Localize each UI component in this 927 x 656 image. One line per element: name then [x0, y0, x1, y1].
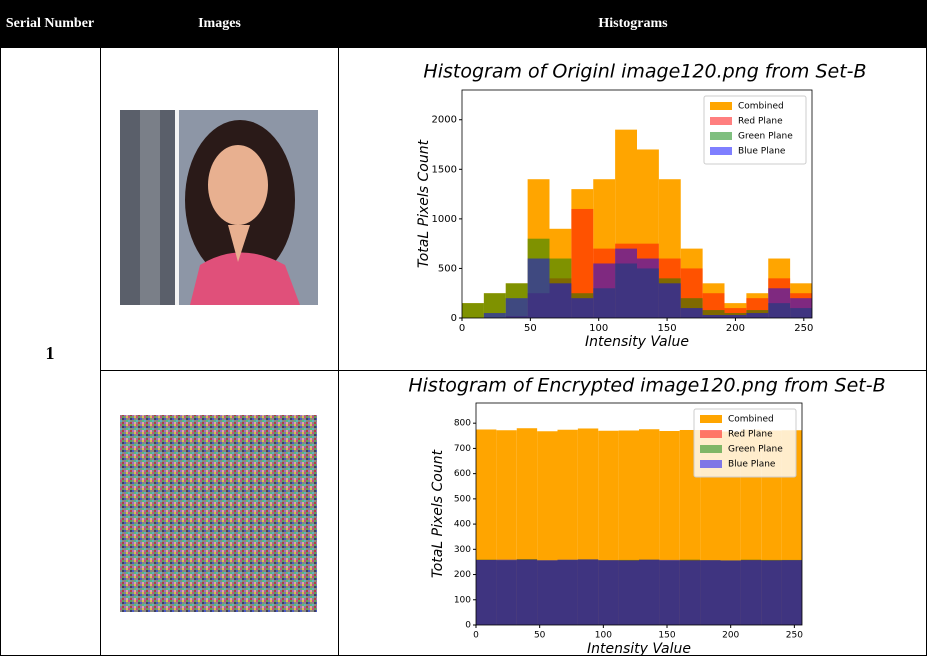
- x-tick-label: 250: [786, 631, 803, 641]
- histogram-bar: [506, 298, 528, 318]
- histogram-bar: [725, 315, 747, 318]
- legend-label: Combined: [738, 102, 784, 112]
- legend-swatch: [710, 117, 732, 125]
- histogram-bar: [517, 560, 537, 625]
- histogram-bar: [598, 560, 618, 625]
- histogram-bar: [578, 559, 598, 625]
- legend-swatch: [700, 430, 722, 438]
- histogram-bar: [476, 560, 496, 625]
- header-histograms: Histograms: [339, 0, 927, 48]
- y-axis-label: TotaL Pixels Count: [416, 139, 432, 268]
- histogram-bar: [496, 560, 516, 625]
- legend-swatch: [700, 445, 722, 453]
- legend-swatch: [710, 147, 732, 155]
- histogram-bar: [746, 313, 768, 318]
- x-tick-label: 50: [524, 323, 537, 334]
- header-serial: Serial Number: [0, 0, 100, 48]
- y-tick-label: 600: [454, 469, 471, 479]
- header-images: Images: [101, 0, 338, 48]
- x-tick-label: 150: [658, 323, 677, 334]
- encrypted-image: [120, 415, 317, 612]
- histogram-bar: [700, 560, 720, 625]
- legend-label: Red Plane: [728, 430, 773, 440]
- x-tick-label: 200: [722, 631, 739, 641]
- legend-swatch: [700, 415, 722, 423]
- x-axis-label: Intensity Value: [585, 334, 689, 350]
- y-tick-label: 2000: [432, 115, 457, 126]
- y-tick-label: 400: [454, 520, 471, 530]
- histogram-bar: [681, 308, 703, 318]
- legend-swatch: [700, 460, 722, 468]
- series: [476, 559, 802, 625]
- x-tick-label: 150: [658, 631, 675, 641]
- chart-title: Histogram of Originl image120.png from S…: [423, 61, 866, 83]
- histogram-bar: [659, 560, 679, 625]
- legend-swatch: [710, 102, 732, 110]
- histogram-bar: [639, 560, 659, 625]
- histogram-bar: [593, 263, 615, 318]
- histogram-bar: [462, 303, 484, 318]
- x-tick-label: 0: [459, 323, 465, 334]
- y-tick-label: 300: [454, 545, 471, 555]
- document-page: 1 Histogram of Originl image120.png from…: [0, 0, 927, 656]
- histogram-bar: [782, 560, 802, 625]
- x-axis-label: Intensity Value: [587, 641, 691, 656]
- x-tick-label: 50: [534, 631, 546, 641]
- y-tick-label: 500: [454, 494, 471, 504]
- histogram-bar: [484, 313, 506, 318]
- histogram-bar: [637, 259, 659, 318]
- histogram-bar: [761, 560, 781, 625]
- x-tick-label: 100: [595, 631, 612, 641]
- y-tick-label: 700: [454, 444, 471, 454]
- legend-label: Green Plane: [738, 132, 793, 142]
- legend-label: Red Plane: [738, 117, 783, 127]
- histogram-bar: [550, 283, 572, 318]
- legend-label: Green Plane: [728, 445, 783, 455]
- histogram-bar: [790, 298, 812, 318]
- page-canvas: 1 Histogram of Originl image120.png from…: [0, 0, 927, 656]
- y-axis-label: TotaL Pixels Count: [430, 449, 446, 578]
- legend-label: Blue Plane: [738, 147, 786, 157]
- x-tick-label: 0: [473, 631, 479, 641]
- y-tick-label: 200: [454, 570, 471, 580]
- x-tick-label: 100: [589, 323, 608, 334]
- histogram-bar: [571, 298, 593, 318]
- histogram-bar: [741, 560, 761, 625]
- y-tick-label: 0: [451, 313, 457, 324]
- histogram-bar: [721, 560, 741, 625]
- serial-number: 1: [46, 343, 55, 363]
- y-tick-label: 500: [438, 263, 457, 274]
- y-tick-label: 1000: [432, 214, 457, 225]
- histogram-bar: [659, 283, 681, 318]
- y-tick-label: 100: [454, 595, 471, 605]
- legend-swatch: [710, 132, 732, 140]
- y-tick-label: 1500: [432, 164, 457, 175]
- legend-label: Blue Plane: [728, 460, 776, 470]
- histogram-bar: [558, 560, 578, 625]
- y-tick-label: 0: [465, 621, 471, 631]
- x-tick-label: 250: [794, 323, 813, 334]
- chart-title: Histogram of Encrypted image120.png from…: [408, 375, 885, 397]
- histogram-bar: [537, 560, 557, 625]
- histogram-bar: [768, 288, 790, 318]
- histogram-bar: [680, 560, 700, 625]
- histogram-bar: [619, 560, 639, 625]
- legend-label: Combined: [728, 415, 774, 425]
- histogram-bar: [615, 249, 637, 318]
- x-tick-label: 200: [726, 323, 745, 334]
- y-tick-label: 800: [454, 419, 471, 429]
- histogram-bar: [703, 315, 725, 318]
- original-image: [120, 110, 318, 305]
- histogram-bar: [528, 259, 550, 318]
